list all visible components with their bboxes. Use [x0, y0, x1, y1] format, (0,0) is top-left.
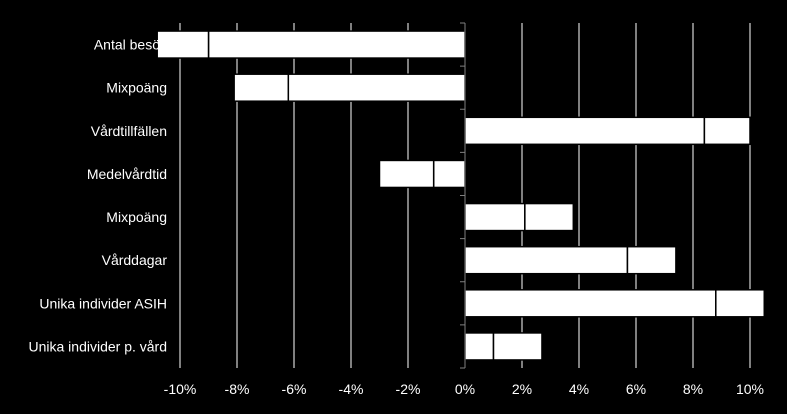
x-tick-label: -8%	[225, 381, 250, 397]
bar-segment	[207, 30, 466, 59]
x-tick-label: 2%	[512, 381, 532, 397]
bar-segment	[464, 116, 706, 146]
category-label: Unika individer ASIH	[39, 295, 167, 311]
bar-segment	[626, 245, 677, 275]
axes	[460, 22, 466, 369]
x-tick-label: -2%	[396, 381, 421, 397]
category-label: Antal besök	[94, 37, 168, 53]
tick-labels: -10% -8% -6% -4% -2% 0% 2% 4% 6% 8% 10%	[164, 381, 764, 397]
category-label: Vårdtillfällen	[91, 123, 167, 139]
category-label: Mixpoäng	[106, 209, 167, 225]
category-label: Medelvårdtid	[87, 166, 167, 182]
bar-segment	[464, 289, 717, 318]
x-tick-label: 0%	[455, 381, 475, 397]
bar-segment	[464, 202, 526, 232]
category-label: Mixpoäng	[106, 80, 167, 96]
x-tick-label: -6%	[282, 381, 307, 397]
bar-segment	[464, 332, 495, 361]
x-tick-label: -10%	[164, 381, 197, 397]
bar-segment	[464, 245, 629, 275]
category-labels: Antal besök Mixpoäng Vårdtillfällen Medelvå…	[28, 37, 168, 355]
bar-segment	[378, 159, 435, 189]
bar-segment	[492, 332, 543, 361]
bar-segment	[715, 289, 765, 318]
x-tick-label: -4%	[339, 381, 364, 397]
x-tick-label: 6%	[626, 381, 646, 397]
category-label: Vårddagar	[102, 252, 168, 268]
bar-segment	[703, 116, 751, 146]
x-tick-label: 10%	[736, 381, 764, 397]
bar-segment	[432, 159, 466, 189]
bars	[156, 30, 765, 361]
bar-segment	[524, 202, 575, 232]
x-tick-label: 4%	[569, 381, 589, 397]
x-tick-label: 8%	[683, 381, 703, 397]
bar-segment	[233, 73, 290, 102]
category-label: Unika individer p. vård	[28, 338, 167, 354]
bar-segment	[287, 73, 466, 102]
bar-segment	[156, 30, 210, 59]
